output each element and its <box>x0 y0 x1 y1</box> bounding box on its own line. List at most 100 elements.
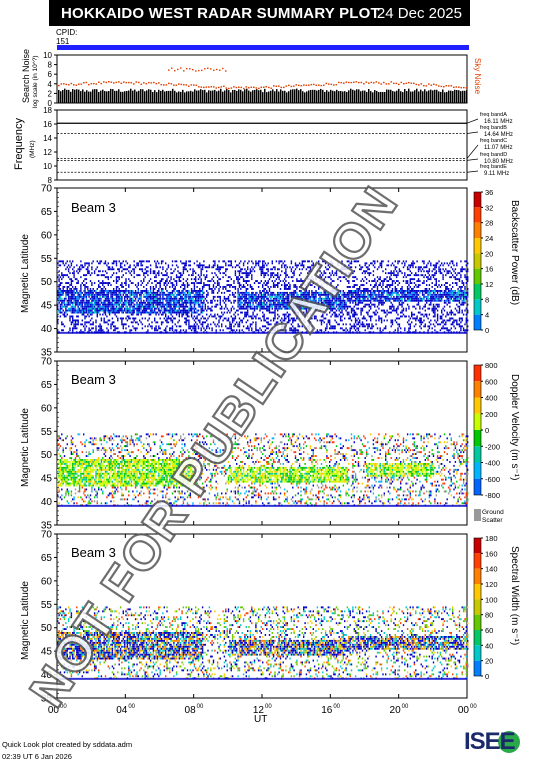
echo-cell <box>290 293 293 296</box>
echo-cell <box>274 311 276 314</box>
echo-cell <box>93 293 96 296</box>
search-noise-bar <box>64 88 66 103</box>
echo-cell <box>401 286 403 288</box>
search-noise-bar <box>112 89 114 103</box>
echo-cell <box>143 274 145 277</box>
echo-cell <box>185 311 187 314</box>
echo-cell <box>256 303 258 306</box>
echo-cell <box>155 325 157 328</box>
echo-cell <box>169 286 171 288</box>
echo-cell <box>223 295 226 298</box>
echo-cell <box>323 303 325 306</box>
echo-cell <box>186 315 189 318</box>
echo-cell <box>193 270 196 273</box>
echo-cell <box>241 305 243 308</box>
echo-cell <box>126 309 129 312</box>
echo-cell <box>74 297 77 300</box>
echo-cell <box>282 325 284 328</box>
echo-cell <box>345 268 347 271</box>
echo-cell <box>158 297 160 300</box>
sky-noise-point <box>188 85 190 87</box>
echo-cell <box>199 299 201 302</box>
sky-noise-point <box>175 84 178 86</box>
echo-cell <box>389 291 391 294</box>
echo-cell <box>260 270 262 273</box>
echo-cell <box>223 286 226 288</box>
echo-cell <box>89 305 92 308</box>
echo-cell <box>345 305 347 308</box>
echo-cell <box>149 288 152 290</box>
echo-cell <box>376 305 379 308</box>
echo-cell <box>204 317 206 320</box>
echo-cell <box>210 299 212 302</box>
echo-cell <box>128 325 130 328</box>
echo-cell <box>356 295 358 298</box>
echo-cell <box>262 262 264 265</box>
echo-cell <box>178 290 180 292</box>
echo-cell <box>428 284 431 286</box>
echo-cell <box>301 303 303 306</box>
echo-cell <box>387 260 390 263</box>
sky-noise-point <box>350 81 353 84</box>
echo-cell <box>431 270 433 273</box>
echo-cell <box>117 309 119 312</box>
echo-cell <box>73 327 75 330</box>
echo-cell <box>152 295 155 298</box>
echo-cell <box>173 288 175 290</box>
echo-cell <box>423 295 425 298</box>
echo-cell <box>204 297 206 300</box>
echo-cell <box>430 319 432 322</box>
echo-cell <box>69 266 71 269</box>
echo-cell <box>149 286 152 288</box>
echo-cell <box>104 303 107 306</box>
echo-cell <box>318 305 320 308</box>
echo-cell <box>356 323 358 326</box>
echo-cell <box>327 305 329 308</box>
echo-cell <box>113 262 115 265</box>
echo-cell <box>286 311 288 314</box>
echo-cell <box>76 297 78 300</box>
echo-cell <box>134 297 137 300</box>
echo-cell <box>251 295 253 298</box>
echo-cell <box>404 274 406 277</box>
echo-cell <box>145 305 148 308</box>
echo-cell <box>170 309 172 312</box>
echo-cell <box>181 274 183 277</box>
echo-cell <box>300 299 302 302</box>
echo-cell <box>155 295 157 298</box>
echo-cell <box>335 291 338 294</box>
echo-cell <box>278 278 280 281</box>
echo-cell <box>185 264 187 267</box>
echo-cell <box>95 307 97 310</box>
echo-cell <box>383 290 385 292</box>
sky-noise-point <box>177 68 179 71</box>
echo-cell <box>345 295 347 298</box>
echo-cell <box>117 280 119 282</box>
echo-cell <box>102 303 104 306</box>
echo-cell <box>293 290 295 292</box>
echo-cell <box>368 303 370 306</box>
echo-cell <box>296 301 298 304</box>
echo-cell <box>247 301 249 304</box>
search-noise-bar <box>208 90 210 103</box>
echo-cell <box>421 268 424 271</box>
echo-cell <box>103 321 105 324</box>
echo-cell <box>180 293 182 296</box>
search-noise-bar <box>362 90 364 103</box>
echo-cell <box>229 321 231 324</box>
echo-cell <box>91 268 93 271</box>
echo-cell <box>69 303 71 306</box>
search-noise-bar <box>320 88 322 103</box>
echo-cell <box>80 291 82 294</box>
echo-cell <box>125 288 127 290</box>
echo-cell <box>408 327 410 330</box>
echo-cell <box>180 299 182 302</box>
echo-cell <box>409 274 411 277</box>
echo-cell <box>308 266 310 269</box>
echo-cell <box>300 264 302 267</box>
echo-cell <box>132 299 134 302</box>
echo-cell <box>285 276 287 279</box>
echo-cell <box>114 327 116 330</box>
search-noise-bar <box>460 91 462 103</box>
echo-cell <box>178 309 180 312</box>
